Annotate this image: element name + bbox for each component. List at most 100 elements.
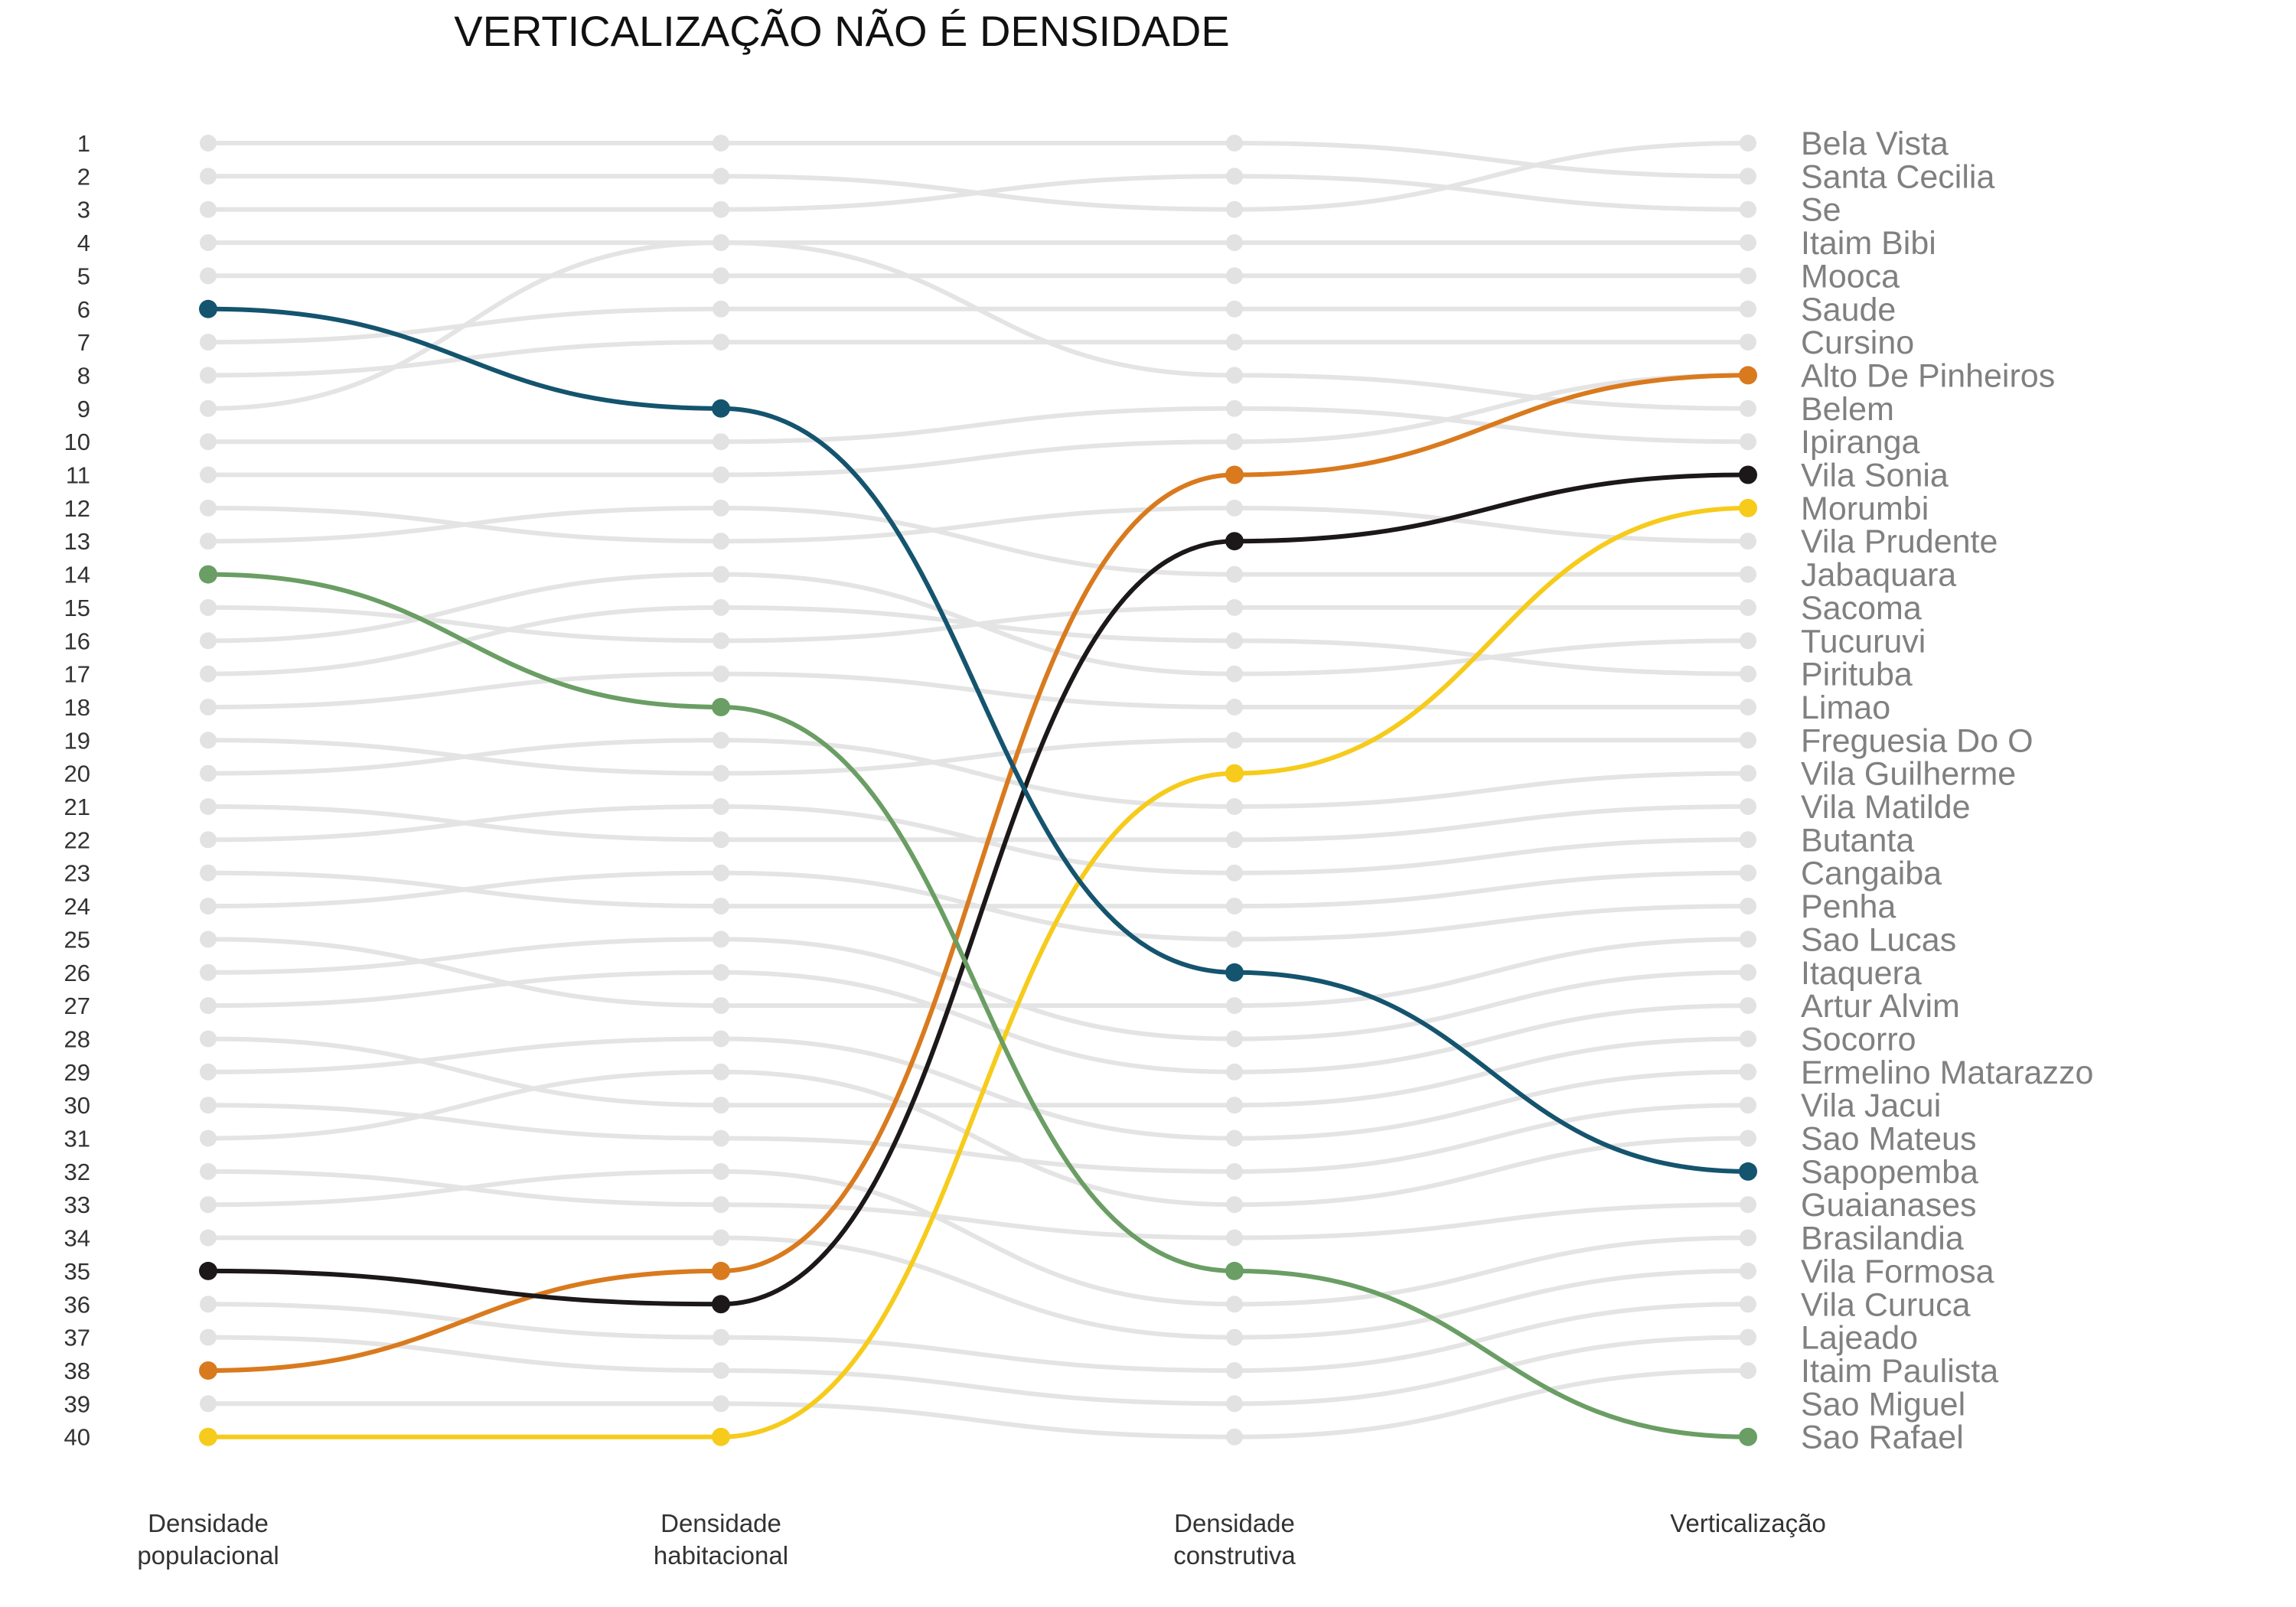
series-point-morumbi bbox=[199, 1427, 217, 1446]
background-series-line bbox=[208, 1235, 1749, 1340]
district-label: Se bbox=[1801, 192, 1841, 229]
background-series-line bbox=[207, 671, 1748, 710]
background-lines bbox=[207, 140, 1749, 1439]
district-label: Itaquera bbox=[1801, 955, 1922, 992]
background-point bbox=[1740, 864, 1756, 882]
rank-label: 25 bbox=[64, 926, 90, 953]
background-point bbox=[713, 1395, 729, 1413]
district-label: Cangaiba bbox=[1801, 856, 1942, 892]
background-point bbox=[1740, 533, 1756, 550]
rank-label: 1 bbox=[77, 130, 90, 157]
background-point bbox=[200, 1296, 217, 1313]
background-point bbox=[1740, 831, 1756, 849]
background-point bbox=[1226, 300, 1243, 318]
background-point bbox=[713, 433, 729, 451]
rank-label: 10 bbox=[64, 429, 90, 455]
rank-label: 31 bbox=[64, 1126, 90, 1152]
rank-label: 19 bbox=[64, 727, 90, 754]
background-point bbox=[200, 732, 217, 749]
background-point bbox=[200, 665, 217, 683]
background-point bbox=[713, 1063, 729, 1081]
district-label: Vila Guilherme bbox=[1801, 756, 2016, 793]
background-point bbox=[713, 764, 729, 782]
background-series-line bbox=[207, 970, 1749, 1074]
background-point bbox=[1226, 168, 1243, 185]
series-point-alto-de-pinheiros bbox=[1739, 366, 1757, 385]
rank-label: 14 bbox=[64, 562, 90, 588]
background-point bbox=[1226, 566, 1243, 583]
district-label: Ipiranga bbox=[1801, 424, 1919, 461]
district-label: Vila Prudente bbox=[1801, 523, 1998, 560]
district-label: Vila Formosa bbox=[1801, 1253, 1994, 1290]
background-point bbox=[1740, 334, 1756, 351]
background-point bbox=[1740, 433, 1756, 451]
rank-label: 37 bbox=[64, 1325, 90, 1351]
background-point bbox=[1226, 234, 1243, 252]
background-point bbox=[1740, 898, 1756, 915]
series-point-morumbi bbox=[712, 1427, 730, 1446]
series-point-sapopemba bbox=[1225, 963, 1244, 982]
district-label: Vila Matilde bbox=[1801, 789, 1971, 826]
background-point bbox=[200, 1097, 217, 1114]
background-series-line bbox=[207, 937, 1749, 1009]
background-point bbox=[1740, 1030, 1756, 1048]
district-label: Bela Vista bbox=[1801, 125, 1949, 162]
background-point bbox=[1740, 1296, 1756, 1313]
background-point bbox=[1226, 1196, 1243, 1214]
background-point bbox=[200, 1063, 217, 1081]
background-point bbox=[1226, 864, 1243, 882]
district-label: Mooca bbox=[1801, 258, 1900, 295]
district-label: Artur Alvim bbox=[1801, 988, 1960, 1025]
background-point bbox=[1226, 699, 1243, 715]
district-label: Alto De Pinheiros bbox=[1801, 357, 2055, 394]
district-label: Vila Curuca bbox=[1801, 1286, 1971, 1323]
background-point bbox=[1740, 699, 1756, 715]
rank-label: 28 bbox=[64, 1026, 90, 1053]
background-point bbox=[200, 168, 217, 185]
rank-label: 6 bbox=[77, 296, 90, 323]
rank-label: 32 bbox=[64, 1159, 90, 1185]
rank-label: 33 bbox=[64, 1191, 90, 1218]
background-point bbox=[713, 1229, 729, 1247]
background-series-line bbox=[207, 1036, 1749, 1141]
rank-label: 18 bbox=[64, 694, 90, 721]
series-point-sapopemba bbox=[199, 299, 217, 318]
background-point bbox=[713, 898, 729, 915]
background-point bbox=[1740, 931, 1756, 948]
background-point bbox=[1226, 1162, 1243, 1180]
background-point bbox=[1226, 598, 1243, 616]
district-label: Butanta bbox=[1801, 822, 1914, 859]
background-point bbox=[200, 499, 217, 517]
highlight-lines bbox=[207, 306, 1749, 1439]
background-point bbox=[1740, 798, 1756, 815]
x-axis-label: Densidade construtiva bbox=[1173, 1509, 1296, 1570]
background-point bbox=[200, 632, 217, 650]
background-point bbox=[200, 399, 217, 417]
rank-label: 22 bbox=[64, 826, 90, 853]
background-point bbox=[1740, 997, 1756, 1015]
background-point bbox=[713, 864, 729, 882]
background-point bbox=[200, 898, 217, 915]
series-point-sao-rafael bbox=[199, 565, 217, 584]
background-point bbox=[200, 764, 217, 782]
background-point bbox=[713, 1097, 729, 1114]
series-point-sapopemba bbox=[712, 399, 730, 418]
rank-label: 29 bbox=[64, 1059, 90, 1086]
series-point-alto-de-pinheiros bbox=[712, 1261, 730, 1280]
background-point bbox=[713, 267, 729, 285]
background-point bbox=[1226, 898, 1243, 915]
background-point bbox=[1740, 234, 1756, 252]
chart-title: VERTICALIZAÇÃO NÃO É DENSIDADE bbox=[454, 7, 1229, 55]
background-point bbox=[200, 334, 217, 351]
background-point bbox=[1740, 1063, 1756, 1081]
background-point bbox=[1226, 1063, 1243, 1081]
district-label: Penha bbox=[1801, 888, 1896, 925]
background-point bbox=[1226, 399, 1243, 417]
background-point bbox=[200, 1196, 217, 1214]
background-series-line bbox=[207, 1103, 1749, 1174]
background-point bbox=[200, 997, 217, 1015]
series-point-sao-rafael bbox=[1739, 1427, 1757, 1446]
district-label: Vila Sonia bbox=[1801, 458, 1949, 494]
background-series-line bbox=[207, 738, 1748, 776]
